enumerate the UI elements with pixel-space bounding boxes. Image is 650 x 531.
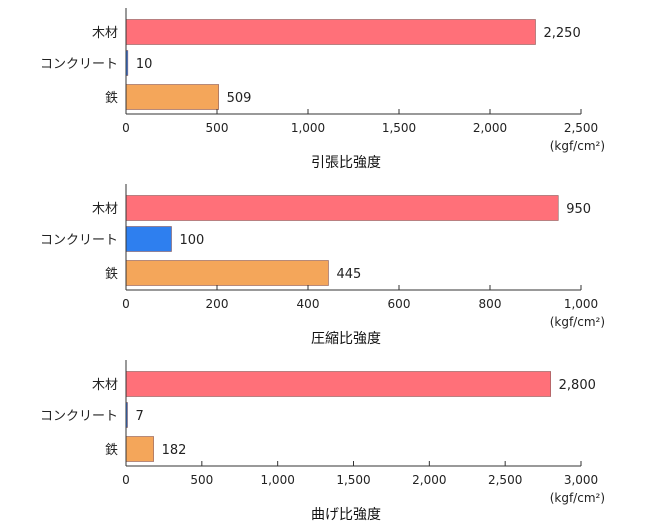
x-tick-label: 2,500 xyxy=(564,121,598,135)
value-label: 2,800 xyxy=(559,378,596,393)
x-tick-label: 1,000 xyxy=(291,121,325,135)
x-tick-label: 400 xyxy=(297,297,320,311)
unit-label: (kgf/cm²) xyxy=(550,491,605,505)
x-tick-label: 2,000 xyxy=(473,121,507,135)
x-tick-label: 0 xyxy=(122,473,130,487)
bar-iron xyxy=(125,84,219,110)
bar-wood xyxy=(125,195,559,221)
x-tick-label: 3,000 xyxy=(564,473,598,487)
category-label: 木材 xyxy=(92,378,118,393)
x-tick-label: 2,000 xyxy=(412,473,446,487)
x-tick-label: 600 xyxy=(388,297,411,311)
category-label: 木材 xyxy=(92,26,118,41)
chart-title: 圧縮比強度 xyxy=(311,331,381,347)
category-label: 鉄 xyxy=(105,91,118,106)
x-tick-label: 1,000 xyxy=(260,473,294,487)
chart-title: 引張比強度 xyxy=(311,155,381,171)
bar-iron xyxy=(125,260,329,286)
unit-label: (kgf/cm²) xyxy=(550,315,605,329)
x-tick-label: 200 xyxy=(206,297,229,311)
category-label: コンクリート xyxy=(40,409,118,424)
value-label: 182 xyxy=(162,443,187,458)
unit-label: (kgf/cm²) xyxy=(550,139,605,153)
x-tick-label: 500 xyxy=(206,121,229,135)
value-label: 950 xyxy=(566,202,591,217)
value-label: 509 xyxy=(227,91,252,106)
x-tick-label: 1,500 xyxy=(382,121,416,135)
x-tick-label: 1,500 xyxy=(336,473,370,487)
x-tick-label: 1,000 xyxy=(564,297,598,311)
category-label: コンクリート xyxy=(40,57,118,72)
value-label: 100 xyxy=(180,233,205,248)
category-label: 木材 xyxy=(92,202,118,217)
value-label: 445 xyxy=(336,267,361,282)
bar-concrete xyxy=(125,226,172,252)
category-label: 鉄 xyxy=(105,443,118,458)
x-tick-label: 0 xyxy=(122,297,130,311)
bar-wood xyxy=(125,19,536,45)
category-label: 鉄 xyxy=(105,267,118,282)
x-tick-label: 0 xyxy=(122,121,130,135)
chart-title: 曲げ比強度 xyxy=(311,507,381,523)
bar-wood xyxy=(125,371,551,397)
value-label: 10 xyxy=(136,57,153,72)
x-tick-label: 2,500 xyxy=(488,473,522,487)
category-label: コンクリート xyxy=(40,233,118,248)
value-label: 2,250 xyxy=(544,26,581,41)
bar-iron xyxy=(125,436,154,462)
x-tick-label: 500 xyxy=(190,473,213,487)
value-label: 7 xyxy=(136,409,144,424)
x-tick-label: 800 xyxy=(479,297,502,311)
